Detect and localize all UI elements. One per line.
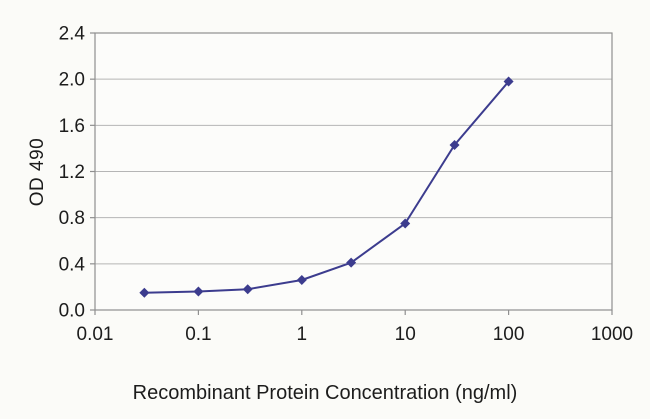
data-point-marker	[296, 274, 307, 285]
x-tick-label: 1	[297, 324, 308, 345]
y-tick-label: 0.4	[59, 254, 86, 275]
series-line	[144, 80, 510, 294]
y-axis-title: OD 490	[27, 137, 48, 207]
x-tick-label: 0.1	[185, 324, 211, 345]
data-point-marker	[242, 284, 253, 295]
x-tick-label: 10	[395, 324, 416, 345]
data-point-marker	[346, 257, 357, 268]
y-tick-label: 1.6	[59, 116, 85, 137]
data-point-marker	[400, 218, 411, 229]
x-axis-title: Recombinant Protein Concentration (ng/ml…	[132, 382, 518, 404]
y-tick-label: 0.0	[59, 301, 85, 322]
data-point-marker	[193, 286, 204, 297]
y-tick-label: 2.0	[59, 70, 85, 91]
data-point-marker	[139, 287, 150, 298]
data-point-marker	[449, 139, 460, 150]
x-tick-label: 100	[493, 324, 525, 345]
data-point-marker	[503, 76, 514, 87]
y-tick-label: 1.2	[59, 162, 85, 183]
x-tick-label: 0.01	[77, 324, 114, 345]
y-tick-label: 0.8	[59, 208, 85, 229]
x-tick-label: 1000	[591, 324, 633, 345]
y-tick-label: 2.4	[59, 24, 86, 45]
